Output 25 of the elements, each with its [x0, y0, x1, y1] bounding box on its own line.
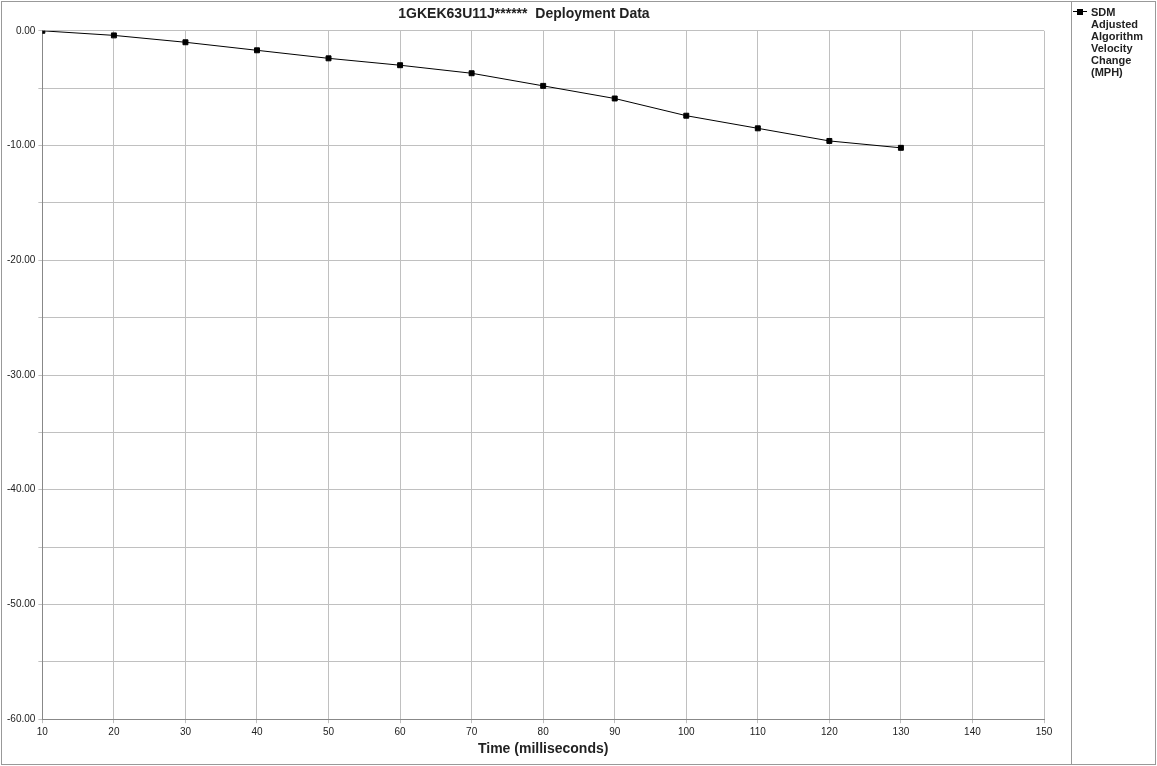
x-tick-label: 80: [537, 725, 550, 737]
x-tick-label: 130: [892, 725, 910, 737]
y-tick-label: -40.00: [7, 483, 36, 495]
x-tick-label: 70: [466, 725, 478, 737]
y-tick-label: -60.00: [7, 712, 36, 724]
legend-label: SDM Adjusted Algorithm Velocity Change (MPH): [1091, 6, 1144, 78]
x-tick-label: 100: [677, 725, 696, 737]
chart-title: 1GKEK63U11J****** Deployment Data: [398, 5, 650, 22]
x-axis-title: Time (milliseconds): [477, 740, 609, 757]
x-tick-label: 30: [179, 725, 192, 737]
x-tick-label: 50: [322, 725, 335, 737]
x-tick-label: 40: [251, 725, 263, 737]
y-tick-label: -20.00: [7, 254, 36, 266]
y-tick-label: -30.00: [7, 368, 36, 380]
x-tick-label: 120: [821, 725, 839, 737]
x-tick-label: 60: [394, 725, 407, 737]
x-tick-label: 10: [36, 725, 49, 737]
x-tick-label: 150: [1035, 725, 1053, 737]
y-tick-label: -10.00: [7, 139, 36, 151]
y-tick-label: 0.00: [15, 24, 36, 36]
x-tick-label: 90: [609, 725, 621, 737]
x-tick-label: 140: [964, 725, 982, 737]
x-tick-label: 20: [108, 725, 120, 737]
x-tick-label: 110: [749, 725, 767, 737]
y-tick-label: -50.00: [7, 598, 36, 610]
